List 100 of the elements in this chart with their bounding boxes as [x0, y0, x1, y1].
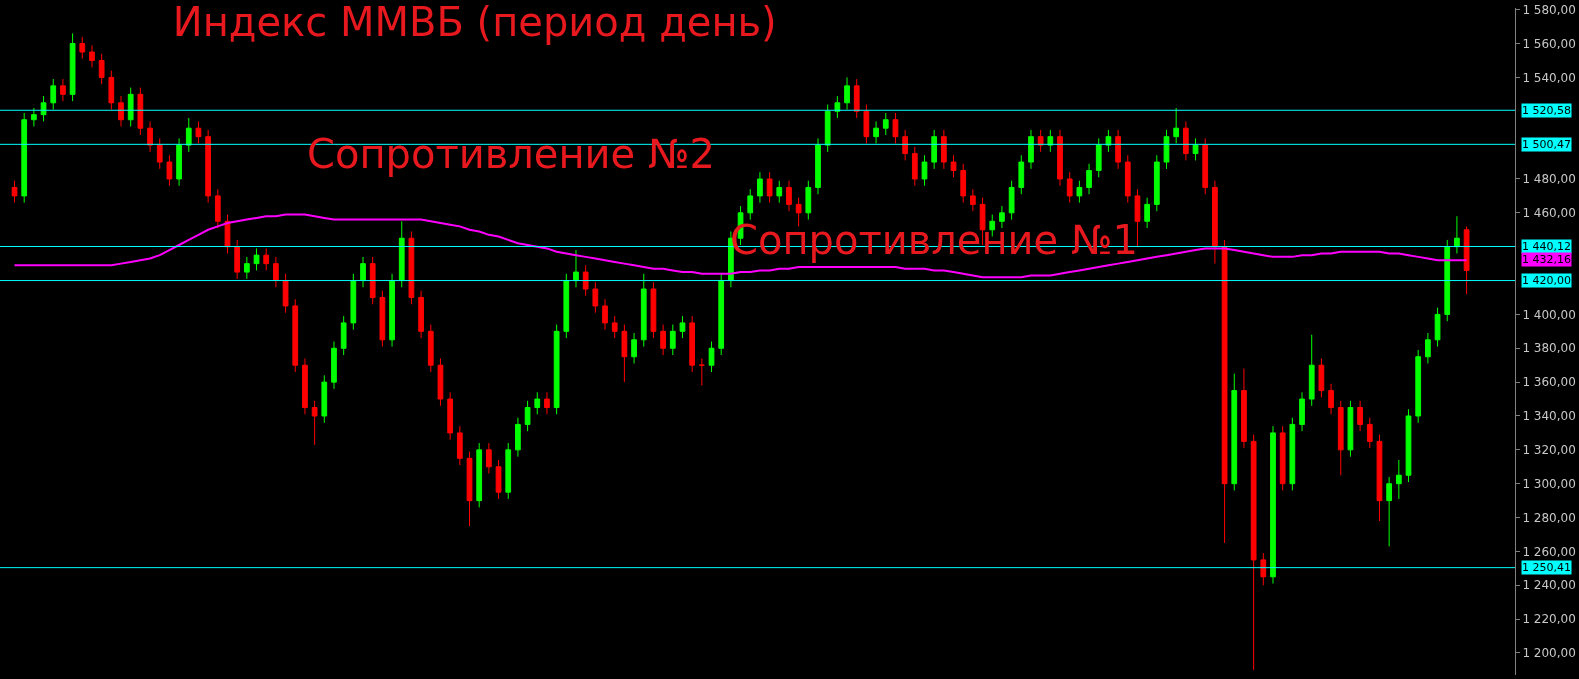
text: 1 432,16: [1522, 253, 1571, 266]
candlestick: [1318, 357, 1325, 398]
chart-title: Индекс ММВБ (период день): [172, 0, 777, 45]
candlestick: [1308, 334, 1315, 407]
candlestick: [1212, 180, 1218, 265]
candlestick: [931, 129, 938, 170]
candlestick: [863, 103, 870, 144]
candlestick: [853, 78, 860, 119]
y-tick-label: 1 340,00: [1522, 409, 1576, 424]
candlestick: [205, 129, 211, 204]
candlestick: [1415, 349, 1422, 424]
candlestick: [640, 273, 647, 348]
candlestick: [621, 324, 628, 383]
candlestick: [185, 117, 192, 153]
candlestick: [476, 442, 483, 508]
candlestick: [447, 391, 454, 441]
candlestick: [1444, 239, 1451, 322]
y-tick-label: 1 480,00: [1522, 172, 1576, 187]
candlestick: [553, 324, 560, 415]
candlestick: [466, 451, 473, 527]
candlestick: [282, 273, 289, 314]
candlestick: [1076, 180, 1083, 204]
candlestick: [302, 357, 308, 415]
candlestick: [592, 281, 599, 314]
candlestick: [1086, 163, 1092, 195]
candlestick: [118, 95, 124, 127]
y-tick-label: 1 240,00: [1522, 578, 1576, 593]
candlestick: [1221, 239, 1228, 544]
candlestick: [137, 87, 144, 136]
candlestick: [911, 146, 918, 187]
candlestick: [389, 273, 395, 348]
candlestick: [679, 315, 686, 339]
ref-line-label: 1 500,47: [1522, 138, 1571, 151]
candlestick: [360, 256, 366, 288]
ref-line-label: 1 250,41: [1522, 561, 1571, 574]
candlestick: [1115, 129, 1121, 170]
y-tick-label: 1 220,00: [1522, 612, 1576, 627]
candlestick: [1182, 120, 1189, 161]
candlestick: [1337, 400, 1344, 476]
candlestick: [747, 188, 754, 221]
candlestick: [582, 264, 589, 297]
y-tick-label: 1 460,00: [1522, 206, 1576, 221]
candlestick: [98, 53, 105, 85]
candlestick: [1357, 400, 1363, 432]
candlestick: [427, 324, 434, 373]
candlestick: [166, 154, 173, 187]
candlestick: [1299, 391, 1305, 432]
candlestick: [718, 273, 725, 356]
candlestick: [1347, 400, 1354, 458]
candlestick: [960, 163, 967, 204]
candlestick: [757, 171, 763, 204]
candlestick: [873, 120, 879, 144]
candlestick: [1454, 215, 1460, 254]
candlestick: [273, 256, 279, 288]
candlestick: [882, 112, 889, 136]
candlestick: [350, 273, 357, 331]
candlestick: [1163, 129, 1170, 170]
candlestick: [1124, 154, 1131, 204]
candlestick: [1008, 180, 1015, 221]
y-tick-label: 1 360,00: [1522, 375, 1576, 390]
ref-line-label: 1 440,12: [1522, 240, 1571, 253]
candlestick: [805, 180, 812, 221]
candlestick: [708, 341, 715, 373]
y-tick-label: 1 260,00: [1522, 544, 1576, 559]
candlestick: [1192, 137, 1199, 161]
candlestick: [970, 188, 976, 212]
candlestick: [834, 95, 841, 119]
candlestick: [176, 137, 182, 187]
candlestick: [263, 247, 270, 271]
candlestick: [408, 230, 415, 305]
candlestick: [253, 247, 260, 271]
candlestick: [544, 391, 550, 415]
candlestick: [21, 112, 28, 204]
y-tick-label: 1 300,00: [1522, 476, 1576, 491]
candlestick: [1405, 408, 1412, 483]
y-tick-label: 1 540,00: [1522, 70, 1576, 85]
ref-line-label: 1 420,00: [1522, 274, 1571, 287]
candlestick: [1279, 425, 1286, 491]
candlestick: [1144, 197, 1151, 229]
candlestick: [844, 76, 850, 111]
candlestick: [1057, 129, 1063, 187]
candlestick: [379, 290, 386, 348]
candlestick: [1153, 154, 1160, 212]
candlestick: [89, 44, 95, 68]
candlestick: [902, 129, 908, 161]
y-tick-label: 1 580,00: [1522, 2, 1576, 17]
candlestick: [456, 425, 463, 466]
candlestick: [40, 95, 47, 122]
candlestick: [1202, 137, 1209, 195]
candlestick: [398, 220, 405, 288]
candlestick: [650, 281, 657, 339]
candlestick: [127, 87, 134, 127]
candlestick: [1395, 459, 1402, 500]
candlestick: [31, 107, 37, 127]
candlestick: [524, 400, 531, 432]
candlestick: [815, 137, 821, 195]
candlestick: [563, 273, 570, 339]
candlestick: [766, 171, 773, 204]
candlestick: [369, 256, 376, 305]
candlestick: [1386, 476, 1393, 547]
